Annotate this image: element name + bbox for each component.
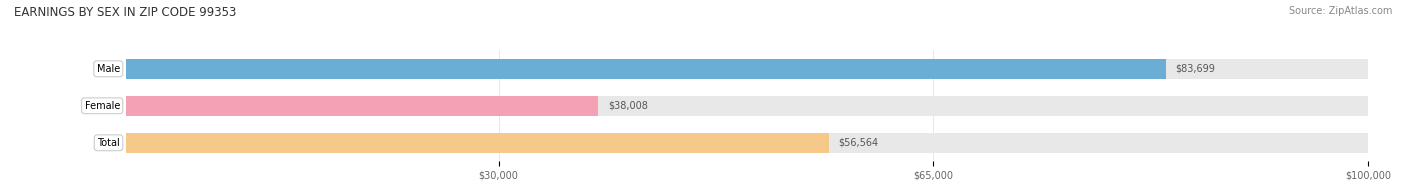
Bar [127,96,1368,116]
Text: Male: Male [97,64,120,74]
Text: $38,008: $38,008 [607,101,648,111]
Bar [127,133,828,153]
Text: $56,564: $56,564 [838,138,879,148]
Text: Source: ZipAtlas.com: Source: ZipAtlas.com [1288,6,1392,16]
Bar [127,59,1166,79]
Bar [127,59,1368,79]
Bar [127,133,1368,153]
Text: Female: Female [84,101,120,111]
Text: EARNINGS BY SEX IN ZIP CODE 99353: EARNINGS BY SEX IN ZIP CODE 99353 [14,6,236,19]
Text: $83,699: $83,699 [1175,64,1215,74]
Bar [127,96,598,116]
Text: Total: Total [97,138,120,148]
